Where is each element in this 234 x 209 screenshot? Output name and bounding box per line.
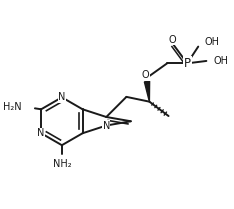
Text: H₂N: H₂N: [3, 102, 22, 112]
Polygon shape: [144, 81, 150, 102]
Text: P: P: [184, 57, 191, 70]
Text: OH: OH: [205, 37, 219, 47]
Text: N: N: [102, 121, 110, 131]
Text: N: N: [58, 92, 66, 102]
Text: O: O: [168, 35, 176, 45]
Text: N: N: [37, 128, 45, 138]
Text: NH₂: NH₂: [53, 159, 71, 169]
Text: OH: OH: [214, 56, 229, 66]
Text: O: O: [142, 70, 149, 80]
